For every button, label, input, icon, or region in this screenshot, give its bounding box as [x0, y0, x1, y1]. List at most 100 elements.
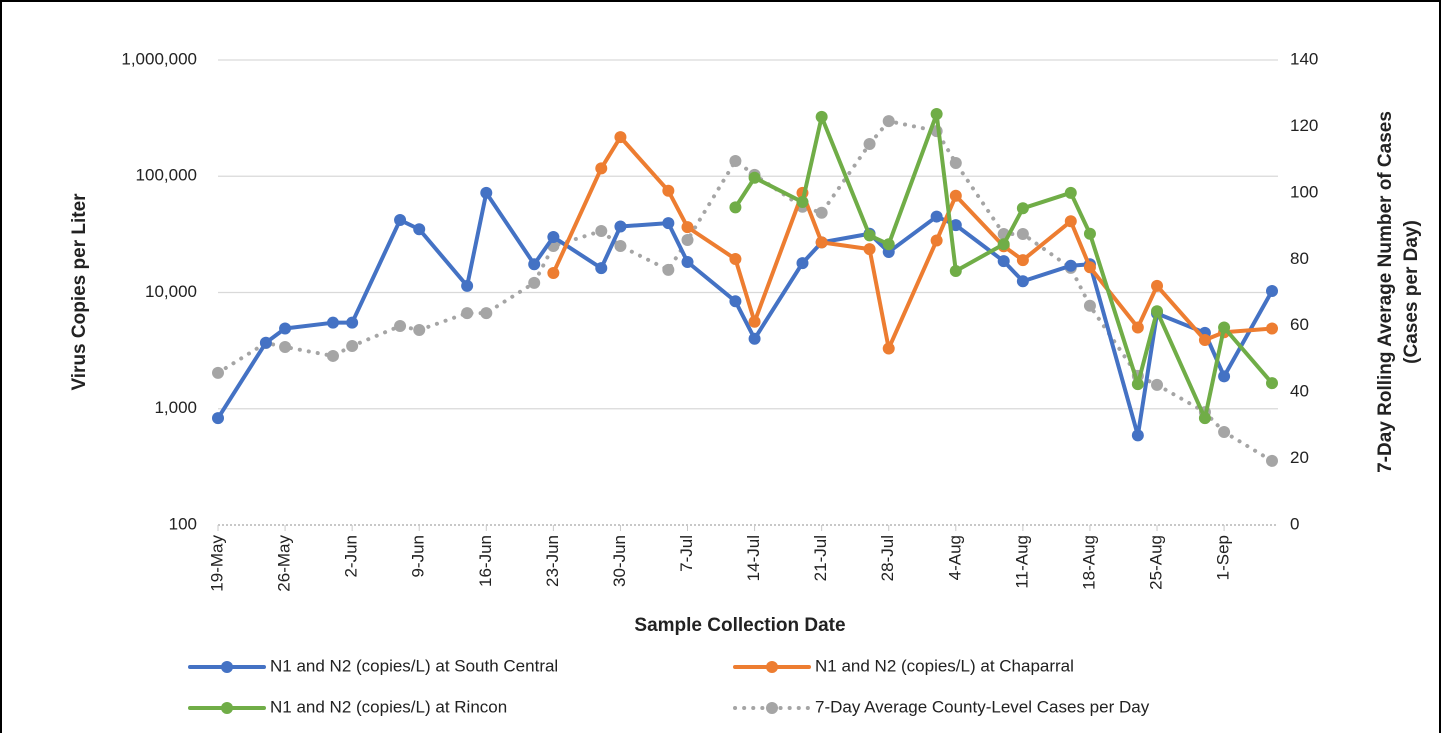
- y-tick-label: 10,000: [145, 282, 197, 301]
- data-point: [949, 189, 962, 202]
- data-point: [326, 316, 339, 329]
- data-point: [997, 255, 1010, 268]
- legend-marker: [766, 702, 778, 714]
- data-point: [1016, 228, 1029, 241]
- y2-tick-label: 20: [1290, 448, 1309, 467]
- data-point: [1131, 321, 1144, 334]
- data-point: [863, 243, 876, 256]
- data-point: [1016, 275, 1029, 288]
- data-point: [863, 229, 876, 242]
- data-point: [346, 339, 359, 352]
- y2-tick-label: 80: [1290, 249, 1309, 268]
- y2-axis-title: 7-Day Rolling Average Number of Cases: [1375, 111, 1396, 473]
- data-point: [729, 154, 742, 167]
- data-point: [614, 131, 627, 144]
- data-point: [1064, 259, 1077, 272]
- data-point: [930, 234, 943, 247]
- x-tick-label: 16-Jun: [476, 535, 495, 587]
- y2-tick-label: 40: [1290, 382, 1309, 401]
- data-point: [1064, 186, 1077, 199]
- data-point: [1266, 322, 1278, 335]
- data-point: [1198, 412, 1211, 425]
- series-line: [551, 135, 1274, 351]
- data-point: [748, 171, 761, 184]
- data-point: [1266, 377, 1278, 390]
- data-point: [1016, 254, 1029, 267]
- data-point: [259, 336, 272, 349]
- data-point: [729, 201, 742, 214]
- data-point: [480, 307, 493, 320]
- y-tick-label: 100: [169, 514, 197, 533]
- data-point: [595, 162, 608, 175]
- data-point: [815, 110, 828, 123]
- x-tick-label: 4-Aug: [945, 535, 964, 580]
- data-point: [662, 217, 675, 230]
- legend-marker: [221, 702, 233, 714]
- data-point: [547, 231, 560, 244]
- data-point: [212, 366, 224, 379]
- data-point: [1151, 305, 1164, 318]
- x-tick-label: 21-Jul: [811, 535, 830, 581]
- x-tick-label: 28-Jul: [878, 535, 897, 581]
- data-point: [1083, 227, 1096, 240]
- data-point: [729, 253, 742, 266]
- legend-label: N1 and N2 (copies/L) at Rincon: [270, 697, 507, 716]
- data-point: [547, 267, 560, 280]
- data-point: [1131, 378, 1144, 391]
- data-point: [614, 240, 627, 252]
- data-point: [1083, 299, 1096, 312]
- data-point: [1198, 334, 1211, 347]
- data-point: [882, 342, 895, 355]
- data-point: [394, 214, 407, 227]
- data-point: [882, 238, 895, 251]
- x-tick-label: 26-May: [275, 535, 294, 592]
- data-point: [748, 332, 761, 345]
- data-point: [949, 265, 962, 278]
- data-point: [930, 108, 943, 121]
- data-point: [1151, 378, 1164, 391]
- y-axis-title: Virus Copies per Liter: [69, 193, 90, 391]
- legend-label: 7-Day Average County-Level Cases per Day: [815, 697, 1150, 716]
- data-point: [681, 255, 694, 268]
- data-point: [681, 221, 694, 234]
- data-point: [394, 320, 407, 333]
- data-point: [413, 324, 426, 337]
- data-point: [480, 186, 493, 199]
- data-point: [997, 238, 1010, 251]
- y2-tick-label: 140: [1290, 49, 1318, 68]
- data-point: [326, 349, 339, 362]
- data-point: [796, 257, 809, 270]
- legend-marker: [766, 661, 778, 673]
- data-point: [796, 196, 809, 209]
- x-tick-label: 11-Aug: [1012, 535, 1031, 589]
- data-point: [595, 262, 608, 275]
- data-point: [595, 225, 608, 238]
- y-tick-label: 1,000,000: [121, 49, 197, 68]
- data-point: [748, 315, 761, 328]
- data-point: [528, 258, 541, 271]
- x-axis-title: Sample Collection Date: [634, 615, 845, 636]
- data-point: [863, 138, 876, 151]
- legend-marker: [221, 661, 233, 673]
- x-tick-label: 18-Aug: [1079, 535, 1098, 590]
- data-point: [1218, 426, 1231, 438]
- x-tick-label: 14-Jul: [744, 535, 763, 581]
- data-point: [279, 340, 292, 353]
- data-point: [1131, 429, 1144, 442]
- data-point: [1151, 279, 1164, 292]
- x-tick-label: 19-May: [207, 535, 226, 592]
- x-tick-label: 2-Jun: [342, 535, 361, 578]
- data-point: [882, 115, 895, 128]
- x-tick-label: 1-Sep: [1214, 535, 1233, 580]
- data-point: [1266, 285, 1278, 298]
- y2-tick-label: 0: [1290, 514, 1299, 533]
- x-tick-label: 23-Jun: [543, 535, 562, 587]
- y-tick-label: 100,000: [136, 166, 197, 185]
- data-point: [1218, 321, 1231, 334]
- data-point: [346, 316, 359, 329]
- data-point: [815, 206, 828, 219]
- data-point: [949, 219, 962, 232]
- data-point: [949, 156, 962, 169]
- data-point: [212, 412, 224, 425]
- data-point: [413, 223, 426, 236]
